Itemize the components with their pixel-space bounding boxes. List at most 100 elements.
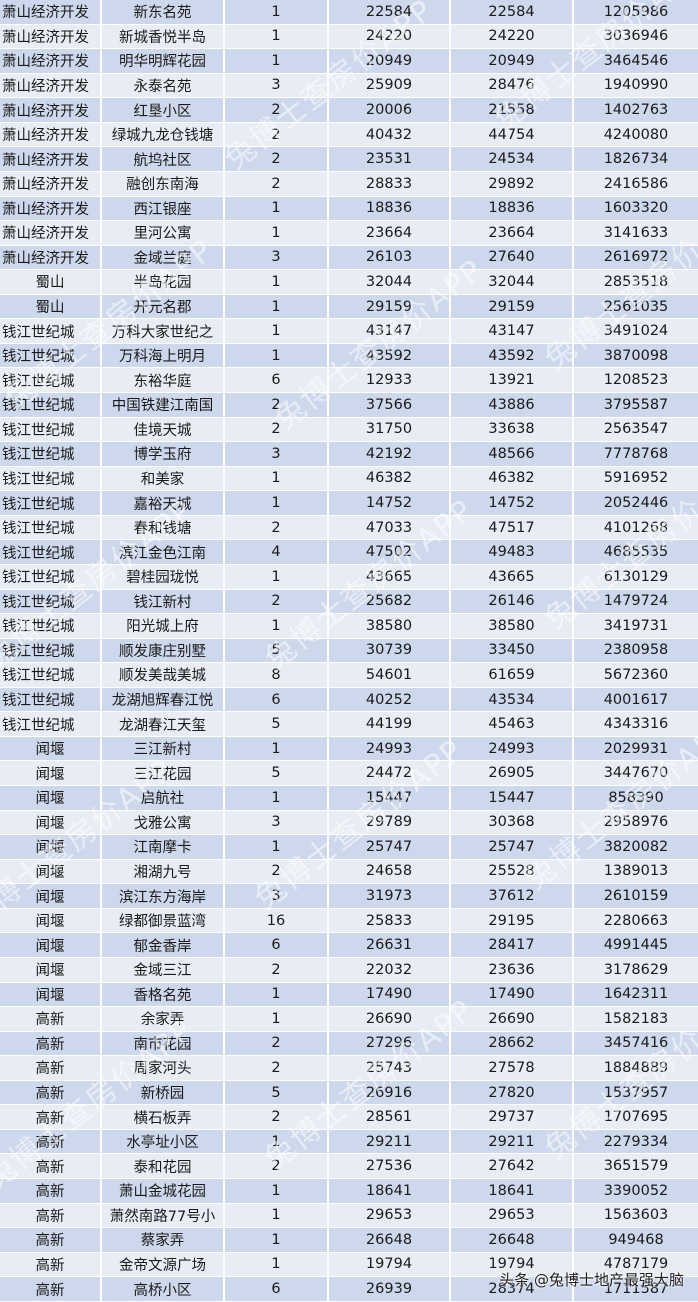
avg-price-cell: 22584 [329,0,451,24]
table-row: 蜀山 开元名郡 1 29159 29159 2561035 [0,294,698,320]
count-cell: 4 [225,540,329,564]
total-price-cell: 3036946 [574,24,698,49]
table-row: 萧山经济开发 里河公寓 1 23664 23664 3141633 [0,221,698,246]
count-cell: 1 [225,24,329,49]
avg-price-cell: 43665 [329,564,451,589]
table-row: 高新 新桥园 5 26916 27820 1537957 [0,1080,698,1106]
max-price-cell: 43886 [451,393,574,417]
max-price-cell: 18836 [451,196,574,221]
avg-price-cell: 22032 [329,957,451,982]
max-price-cell: 26690 [451,1007,574,1031]
total-price-cell: 7778768 [574,442,698,466]
total-price-cell: 1711587 [574,1277,698,1301]
table-row: 萧山经济开发 新东名苑 1 22584 22584 1205986 [0,0,698,25]
district-cell: 高新 [0,1179,102,1203]
count-cell: 2 [225,98,329,122]
max-price-cell: 29211 [451,1129,574,1154]
total-price-cell: 3795587 [574,393,698,417]
total-price-cell: 1208523 [574,368,698,392]
community-cell: 蔡家弄 [102,1228,225,1252]
table-row: 高新 蔡家弄 1 26648 26648 949468 [0,1228,698,1253]
district-cell: 萧山经济开发 [0,196,102,221]
avg-price-cell: 31973 [329,884,451,908]
table-row: 闻堰 三江新村 1 24993 24993 2029931 [0,736,698,762]
count-cell: 6 [225,687,329,712]
table-row: 钱江世纪城 嘉裕天城 1 14752 14752 2052446 [0,491,698,516]
count-cell: 1 [225,270,329,294]
count-cell: 1 [225,49,329,73]
community-cell: 中国铁建江南国 [102,393,225,417]
total-price-cell: 1940990 [574,73,698,98]
table-row: 萧山经济开发 新城香悦半岛 1 24220 24220 3036946 [0,24,698,50]
count-cell: 5 [225,638,329,663]
total-price-cell: 1479724 [574,589,698,614]
community-cell: 金域三江 [102,957,225,982]
district-cell: 萧山经济开发 [0,122,102,147]
max-price-cell: 24993 [451,736,574,761]
table-row: 萧山经济开发 永泰名苑 3 25909 28476 1940990 [0,73,698,99]
count-cell: 1 [225,319,329,343]
community-cell: 绿城九龙仓钱塘 [102,122,225,147]
community-cell: 里河公寓 [102,221,225,245]
total-price-cell: 858390 [574,786,698,810]
district-cell: 高新 [0,1154,102,1178]
community-cell: 碧桂园珑悦 [102,564,225,589]
community-cell: 半岛花园 [102,270,225,294]
community-cell: 横石板弄 [102,1105,225,1129]
total-price-cell: 949468 [574,1228,698,1252]
community-cell: 金域兰庭 [102,245,225,270]
avg-price-cell: 19794 [329,1252,451,1277]
count-cell: 1 [225,1252,329,1277]
district-cell: 钱江世纪城 [0,491,102,515]
max-price-cell: 28374 [451,1277,574,1301]
total-price-cell: 4991445 [574,933,698,957]
max-price-cell: 43592 [451,343,574,368]
total-price-cell: 3651579 [574,1154,698,1178]
district-cell: 高新 [0,1056,102,1080]
avg-price-cell: 17490 [329,982,451,1007]
count-cell: 1 [225,1203,329,1228]
table-row: 闻堰 戈雅公寓 3 29789 30368 2958976 [0,810,698,836]
total-price-cell: 2616972 [574,245,698,270]
district-cell: 钱江世纪城 [0,515,102,540]
community-cell: 萧山金城花园 [102,1179,225,1203]
district-cell: 闻堰 [0,835,102,859]
table-row: 钱江世纪城 龙湖春江天玺 5 44199 45463 4343316 [0,712,698,737]
district-cell: 萧山经济开发 [0,171,102,196]
district-cell: 钱江世纪城 [0,393,102,417]
community-cell: 三江新村 [102,736,225,761]
community-cell: 龙湖旭辉春江悦 [102,687,225,712]
count-cell: 2 [225,1031,329,1056]
avg-price-cell: 43147 [329,319,451,343]
table-row: 萧山经济开发 航坞社区 2 23531 24534 1826734 [0,147,698,172]
community-cell: 开元名郡 [102,294,225,319]
count-cell: 3 [225,884,329,908]
community-cell: 红垦小区 [102,98,225,122]
avg-price-cell: 20006 [329,98,451,122]
total-price-cell: 2052446 [574,491,698,515]
table-row: 高新 南市花园 2 27296 28662 3457416 [0,1031,698,1057]
avg-price-cell: 15447 [329,786,451,810]
total-price-cell: 3447670 [574,761,698,785]
avg-price-cell: 20949 [329,49,451,73]
community-cell: 泰和花园 [102,1154,225,1178]
table-row: 高新 高桥小区 6 26939 28374 1711587 [0,1277,698,1302]
count-cell: 1 [225,614,329,638]
community-cell: 嘉裕天城 [102,491,225,515]
community-cell: 万科海上明月 [102,343,225,368]
community-cell: 三江花园 [102,761,225,785]
count-cell: 1 [225,736,329,761]
avg-price-cell: 26939 [329,1277,451,1301]
community-cell: 西江银座 [102,196,225,221]
district-cell: 闻堰 [0,736,102,761]
district-cell: 钱江世纪城 [0,343,102,368]
community-cell: 和美家 [102,466,225,491]
count-cell: 1 [225,835,329,859]
count-cell: 2 [225,859,329,884]
table-row: 钱江世纪城 碧桂园珑悦 1 43665 43665 6130129 [0,564,698,590]
max-price-cell: 29892 [451,171,574,196]
table-row: 闻堰 湘湖九号 2 24658 25528 1389013 [0,859,698,885]
max-price-cell: 27642 [451,1154,574,1178]
avg-price-cell: 47502 [329,540,451,564]
community-cell: 郁金香岸 [102,933,225,957]
